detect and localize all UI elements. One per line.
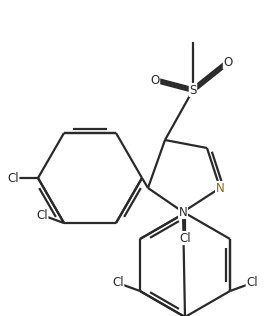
- Text: N: N: [216, 181, 224, 195]
- Text: Cl: Cl: [112, 276, 124, 289]
- Text: O: O: [150, 74, 160, 87]
- Text: Cl: Cl: [179, 232, 191, 245]
- Text: Cl: Cl: [7, 172, 19, 185]
- Text: Cl: Cl: [246, 276, 258, 289]
- Text: Cl: Cl: [36, 209, 48, 222]
- Text: O: O: [223, 56, 233, 69]
- Text: S: S: [189, 83, 197, 96]
- Text: N: N: [179, 205, 187, 218]
